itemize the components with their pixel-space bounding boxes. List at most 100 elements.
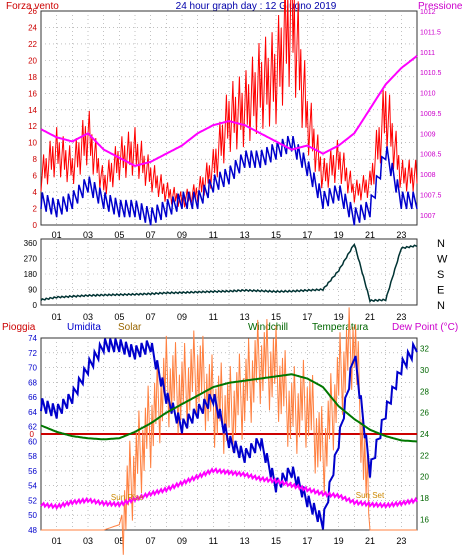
direction-y-tick: 270 [24,255,38,264]
humidity-y-tick: 54 [28,482,37,491]
temperature-y-tick: 30 [420,366,429,375]
wind-y-tick: 20 [28,56,37,65]
humidity-y-tick: 74 [28,334,37,343]
humidity-series [40,338,418,530]
x-tick-label: 17 [302,230,312,240]
pressure-y-tick: 1007 [420,213,436,220]
compass-label: N [437,238,445,250]
humidity-y-tick: 68 [28,378,37,387]
wind-gust-series [40,0,418,208]
pressure-y-tick: 1008 [420,172,436,179]
x-tick-label: 23 [396,312,406,322]
x-tick-label: 07 [146,312,156,322]
x-tick-label: 09 [177,230,187,240]
x-tick-label: 15 [271,536,281,546]
wind-force-label: Forza vento [6,1,59,12]
temperature-y-tick: 26 [420,409,429,418]
sunrise-annotation: Sun Rise [111,493,144,502]
dewpoint-series [40,467,418,511]
wind-y-tick: 26 [28,7,37,16]
compass-label: S [437,269,444,281]
x-tick-label: 17 [302,536,312,546]
x-tick-label: 03 [83,230,93,240]
x-tick-label: 21 [365,536,375,546]
pressure-y-tick: 1008.5 [420,152,442,159]
x-tick-label: 19 [334,536,344,546]
chart-title: 24 hour graph day : 12 Giugno 2019 [176,1,337,12]
wind-y-tick: 18 [28,73,37,82]
humidity-y-tick: 48 [28,526,37,535]
temperature-y-tick: 22 [420,451,429,460]
wind-y-tick: 22 [28,40,37,49]
x-tick-label: 11 [209,230,218,240]
legend-rain: Pioggia [2,322,36,333]
x-tick-label: 01 [52,312,62,322]
x-tick-label: 07 [146,230,156,240]
humidity-y-tick: 60 [28,437,37,446]
x-tick-label: 23 [396,536,406,546]
x-tick-label: 01 [52,230,62,240]
humidity-y-tick: 62 [28,423,37,432]
x-tick-label: 13 [240,536,250,546]
wind-y-tick: 6 [33,172,38,181]
pressure-y-tick: 1010 [420,91,436,98]
direction-y-tick: 360 [24,239,38,248]
x-tick-label: 09 [177,536,187,546]
direction-panel-frame [40,238,418,306]
legend-dewpoint: Dew Point (°C) [392,322,458,333]
pressure-series [40,55,418,167]
humidity-y-tick: 70 [28,364,37,373]
legend-humidity: Umidita [67,322,101,333]
wind-y-tick: 4 [33,188,38,197]
direction-y-tick: 90 [28,286,37,295]
wind-y-tick: 24 [28,23,37,32]
x-tick-label: 15 [271,312,281,322]
compass-label: W [437,254,448,266]
x-tick-label: 07 [146,536,156,546]
humidity-y-tick: 58 [28,452,37,461]
x-tick-label: 05 [114,312,124,322]
direction-y-tick: 0 [33,301,38,310]
pressure-y-tick: 1010.5 [420,70,442,77]
pressure-y-tick: 1009 [420,131,436,138]
x-tick-label: 11 [209,536,218,546]
solar-series [41,307,417,555]
legend-windchill: Windchill [248,322,288,333]
temperature-y-tick: 32 [420,345,429,354]
direction-y-tick: 180 [24,270,38,279]
x-tick-label: 11 [209,312,218,322]
humidity-y-tick: 64 [28,408,37,417]
x-tick-label: 21 [365,312,375,322]
x-tick-label: 03 [83,312,93,322]
x-tick-label: 23 [396,230,406,240]
x-tick-label: 17 [302,312,312,322]
wind-y-tick: 14 [28,106,37,115]
chart-marks: 01 03 05 07 09 11 13 15 17 19 21 230246810121416182… [24,0,448,555]
x-tick-label: 03 [83,536,93,546]
x-tick-label: 01 [52,536,62,546]
pressure-y-tick: 1011.5 [420,29,441,36]
temperature-y-tick: 18 [420,494,429,503]
wind-y-tick: 10 [28,139,37,148]
x-tick-label: 05 [114,536,124,546]
x-tick-label: 15 [271,230,281,240]
wind-y-tick: 8 [33,155,38,164]
humidity-y-tick: 72 [28,349,37,358]
legend-temperature: Temperatura [312,322,369,333]
temperature-y-tick: 24 [420,430,429,439]
x-tick-label: 21 [365,230,375,240]
compass-label: E [437,285,444,297]
wind-y-tick: 12 [28,122,37,131]
humidity-y-tick: 50 [28,511,37,520]
x-tick-label: 13 [240,312,250,322]
wind-y-tick: 2 [33,205,38,214]
x-tick-label: 19 [334,230,344,240]
temperature-y-tick: 20 [420,473,429,482]
wind-y-tick: 16 [28,89,37,98]
pressure-label: Pressione [418,1,463,12]
humidity-y-tick: 56 [28,467,37,476]
temperature-y-tick: 28 [420,387,429,396]
pressure-y-tick: 1007.5 [420,192,442,199]
